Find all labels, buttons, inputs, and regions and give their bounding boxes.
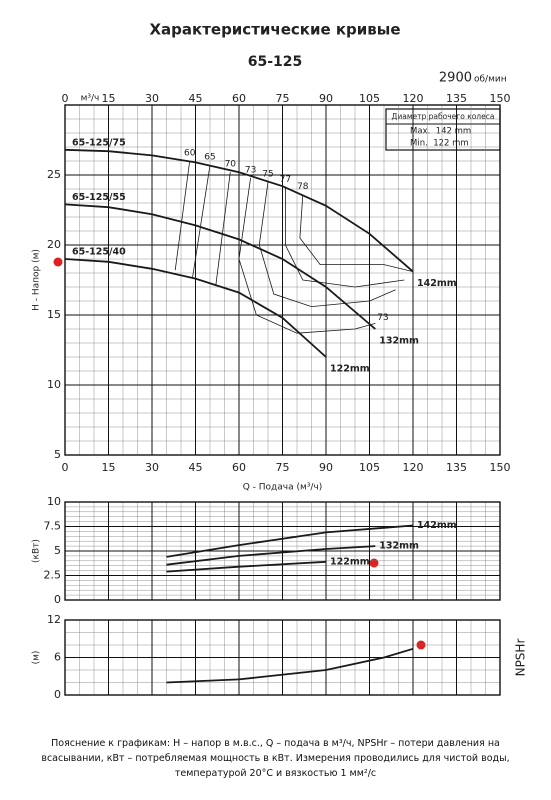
x-top-tick-label: 135 xyxy=(446,92,467,105)
efficiency-line xyxy=(215,172,231,286)
marker xyxy=(53,257,63,267)
curve-end-label: 122mm xyxy=(330,364,370,375)
model: 65-125 xyxy=(248,54,303,70)
y-axis-label: H - Напор (м) xyxy=(32,249,42,311)
x-top-tick-label: 0 xyxy=(62,92,69,105)
y-tick-label: 7.5 xyxy=(44,520,62,533)
y-tick-label: 10 xyxy=(47,378,61,391)
y-tick-label: 5 xyxy=(54,448,61,461)
curve-end-label: 132mm xyxy=(379,336,419,347)
efficiency-label: 75 xyxy=(262,170,273,180)
x-tick-label: 0 xyxy=(62,461,69,474)
efficiency-label: 77 xyxy=(280,175,291,185)
curve xyxy=(64,203,376,330)
y-tick-label: 15 xyxy=(47,308,61,321)
plot-frame xyxy=(64,104,501,456)
y-tick-label: 0 xyxy=(54,593,61,606)
curve-name: 65-125/55 xyxy=(72,192,126,203)
x-top-tick-label: 60 xyxy=(232,92,246,105)
efficiency-label: 70 xyxy=(225,160,237,170)
x-top-tick-label: 150 xyxy=(490,92,511,105)
curve-end-label: 142mm xyxy=(417,278,457,289)
y-tick-label: 6 xyxy=(54,651,61,664)
side-label: NPSHr xyxy=(514,639,528,677)
curve-label: 142mm xyxy=(417,520,457,531)
x-top-tick-label: 120 xyxy=(403,92,424,105)
x-axis-label: Q - Подача (м³/ч) xyxy=(243,483,323,493)
curve-label: 132mm xyxy=(379,541,419,552)
x-top-tick-label: 15 xyxy=(102,92,116,105)
curve xyxy=(166,524,414,558)
efficiency-label: 73 xyxy=(377,313,388,323)
x-tick-label: 45 xyxy=(189,461,203,474)
legend-title: Диаметр рабочего колеса xyxy=(392,112,495,121)
efficiency-line xyxy=(258,181,396,308)
x-top-tick-label: 90 xyxy=(319,92,333,105)
x-unit: м³/ч xyxy=(81,94,100,104)
efficiency-line xyxy=(192,165,211,278)
efficiency-line xyxy=(299,194,414,272)
curve xyxy=(166,545,376,566)
efficiency-line xyxy=(174,160,191,271)
footnote: Пояснение к графикам: H – напор в м.в.с.… xyxy=(41,738,510,779)
x-top-tick-label: 75 xyxy=(276,92,290,105)
legend-box xyxy=(385,108,501,151)
y-tick-label: 25 xyxy=(47,168,61,181)
y-tick-label: 12 xyxy=(47,613,61,626)
curve-name: 65-125/40 xyxy=(72,247,126,258)
x-tick-label: 135 xyxy=(446,461,467,474)
x-tick-label: 15 xyxy=(102,461,116,474)
efficiency-label: 78 xyxy=(297,182,309,192)
x-tick-label: 150 xyxy=(490,461,511,474)
x-tick-label: 105 xyxy=(359,461,380,474)
title: Характеристические кривые xyxy=(149,21,400,39)
efficiency-line xyxy=(285,187,405,288)
curve xyxy=(166,560,327,573)
curve xyxy=(166,647,414,684)
x-top-tick-label: 30 xyxy=(145,92,159,105)
legend-row: Min. 122 mm xyxy=(410,139,469,149)
speed-unit: об/мин xyxy=(474,75,507,85)
curve xyxy=(64,258,327,358)
chart: Характеристические кривые 65-125 2900 об… xyxy=(32,21,528,702)
x-tick-label: 75 xyxy=(276,461,290,474)
x-tick-label: 30 xyxy=(145,461,159,474)
x-tick-label: 90 xyxy=(319,461,333,474)
efficiency-label: 60 xyxy=(184,149,196,159)
curve-label: 122mm xyxy=(330,556,370,567)
y-tick-label: 20 xyxy=(47,238,61,251)
y-tick-label: 10 xyxy=(47,495,61,508)
efficiency-line xyxy=(238,177,376,334)
y-axis-label: (кВт) xyxy=(32,539,42,563)
plot-frame xyxy=(64,501,501,601)
efficiency-label: 73 xyxy=(245,165,256,175)
curve xyxy=(64,148,414,273)
y-tick-label: 0 xyxy=(54,688,61,701)
legend-row: Max. 142 mm xyxy=(410,127,471,137)
y-tick-label: 5 xyxy=(54,544,61,557)
x-tick-label: 120 xyxy=(403,461,424,474)
x-tick-label: 60 xyxy=(232,461,246,474)
y-axis-label: (м) xyxy=(32,651,42,665)
y-tick-label: 2.5 xyxy=(44,569,62,582)
marker xyxy=(369,558,379,568)
plot-frame xyxy=(64,619,501,696)
x-top-tick-label: 105 xyxy=(359,92,380,105)
efficiency-label: 65 xyxy=(204,153,215,163)
curve-name: 65-125/75 xyxy=(72,137,126,148)
speed: 2900 xyxy=(439,71,472,86)
x-top-tick-label: 45 xyxy=(189,92,203,105)
